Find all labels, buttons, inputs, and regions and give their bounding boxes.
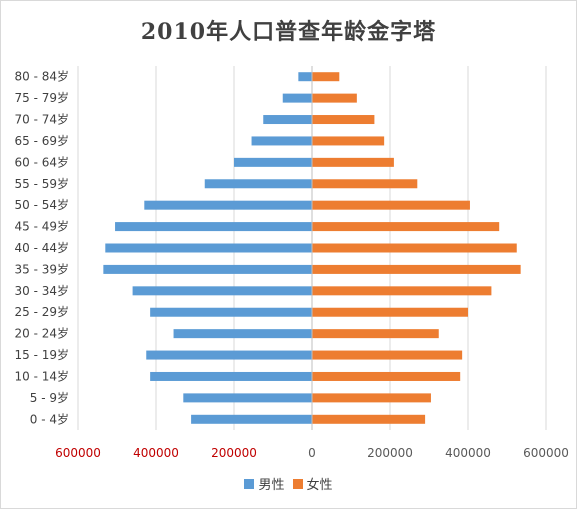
bar-female <box>312 136 385 146</box>
bar-male <box>115 222 312 232</box>
x-tick-label: 600000 <box>523 446 569 460</box>
bar-female <box>312 371 461 381</box>
chart-title: 2010年人口普查年龄金字塔 <box>140 19 437 45</box>
bar-male <box>183 393 312 403</box>
y-category-label: 10 - 14岁 <box>15 368 70 383</box>
y-category-label: 60 - 64岁 <box>15 154 70 169</box>
y-category-label: 45 - 49岁 <box>15 219 70 234</box>
x-tick-label: 400000 <box>445 446 491 460</box>
y-category-label: 40 - 44岁 <box>15 240 70 255</box>
legend-swatch <box>244 478 255 489</box>
bar-female <box>312 72 340 82</box>
bar-male <box>234 157 312 167</box>
bar-female <box>312 243 517 253</box>
legend-item: 女性 <box>292 474 333 493</box>
bar-female <box>312 222 500 232</box>
bar-female <box>312 286 492 296</box>
bar-female <box>312 157 394 167</box>
bar-male <box>282 93 312 103</box>
x-tick-label: 400000 <box>133 446 179 460</box>
bar-male <box>105 243 312 253</box>
bar-male <box>146 350 312 360</box>
bar-male <box>144 200 312 210</box>
y-category-label: 5 - 9岁 <box>30 390 69 405</box>
bar-female <box>312 200 470 210</box>
legend-item: 男性 <box>244 474 285 493</box>
y-category-label: 15 - 19岁 <box>15 347 70 362</box>
bar-male <box>150 371 312 381</box>
bar-male <box>103 264 312 274</box>
x-tick-label: 600000 <box>55 446 101 460</box>
bar-male <box>191 414 312 424</box>
bar-male <box>204 179 312 189</box>
bar-male <box>173 329 312 339</box>
bar-male <box>263 115 312 125</box>
bar-male <box>298 72 312 82</box>
bar-female <box>312 93 357 103</box>
bar-male <box>251 136 312 146</box>
bar-female <box>312 414 426 424</box>
y-category-label: 30 - 34岁 <box>15 283 70 298</box>
bar-female <box>312 350 463 360</box>
y-category-label: 0 - 4岁 <box>30 411 69 426</box>
y-category-label: 50 - 54岁 <box>15 197 70 212</box>
y-category-label: 65 - 69岁 <box>15 133 70 148</box>
x-tick-label: 200000 <box>211 446 257 460</box>
x-tick-label: 200000 <box>367 446 413 460</box>
legend-label: 男性 <box>258 478 285 493</box>
bar-female <box>312 329 439 339</box>
y-category-label: 25 - 29岁 <box>15 304 70 319</box>
chart-legend: 男性 女性 <box>0 474 577 493</box>
bar-female <box>312 115 375 125</box>
bar-female <box>312 307 468 317</box>
x-tick-label: 0 <box>308 446 316 460</box>
bar-female <box>312 179 418 189</box>
y-category-label: 75 - 79岁 <box>15 90 70 105</box>
legend-label: 女性 <box>306 478 333 493</box>
bar-male <box>132 286 312 296</box>
bar-female <box>312 393 431 403</box>
bar-male <box>150 307 312 317</box>
bar-female <box>312 264 521 274</box>
y-category-label: 35 - 39岁 <box>15 261 70 276</box>
y-category-label: 80 - 84岁 <box>15 69 70 84</box>
y-category-label: 55 - 59岁 <box>15 176 70 191</box>
y-category-label: 20 - 24岁 <box>15 326 70 341</box>
y-category-label: 70 - 74岁 <box>15 112 70 127</box>
legend-swatch <box>292 478 303 489</box>
